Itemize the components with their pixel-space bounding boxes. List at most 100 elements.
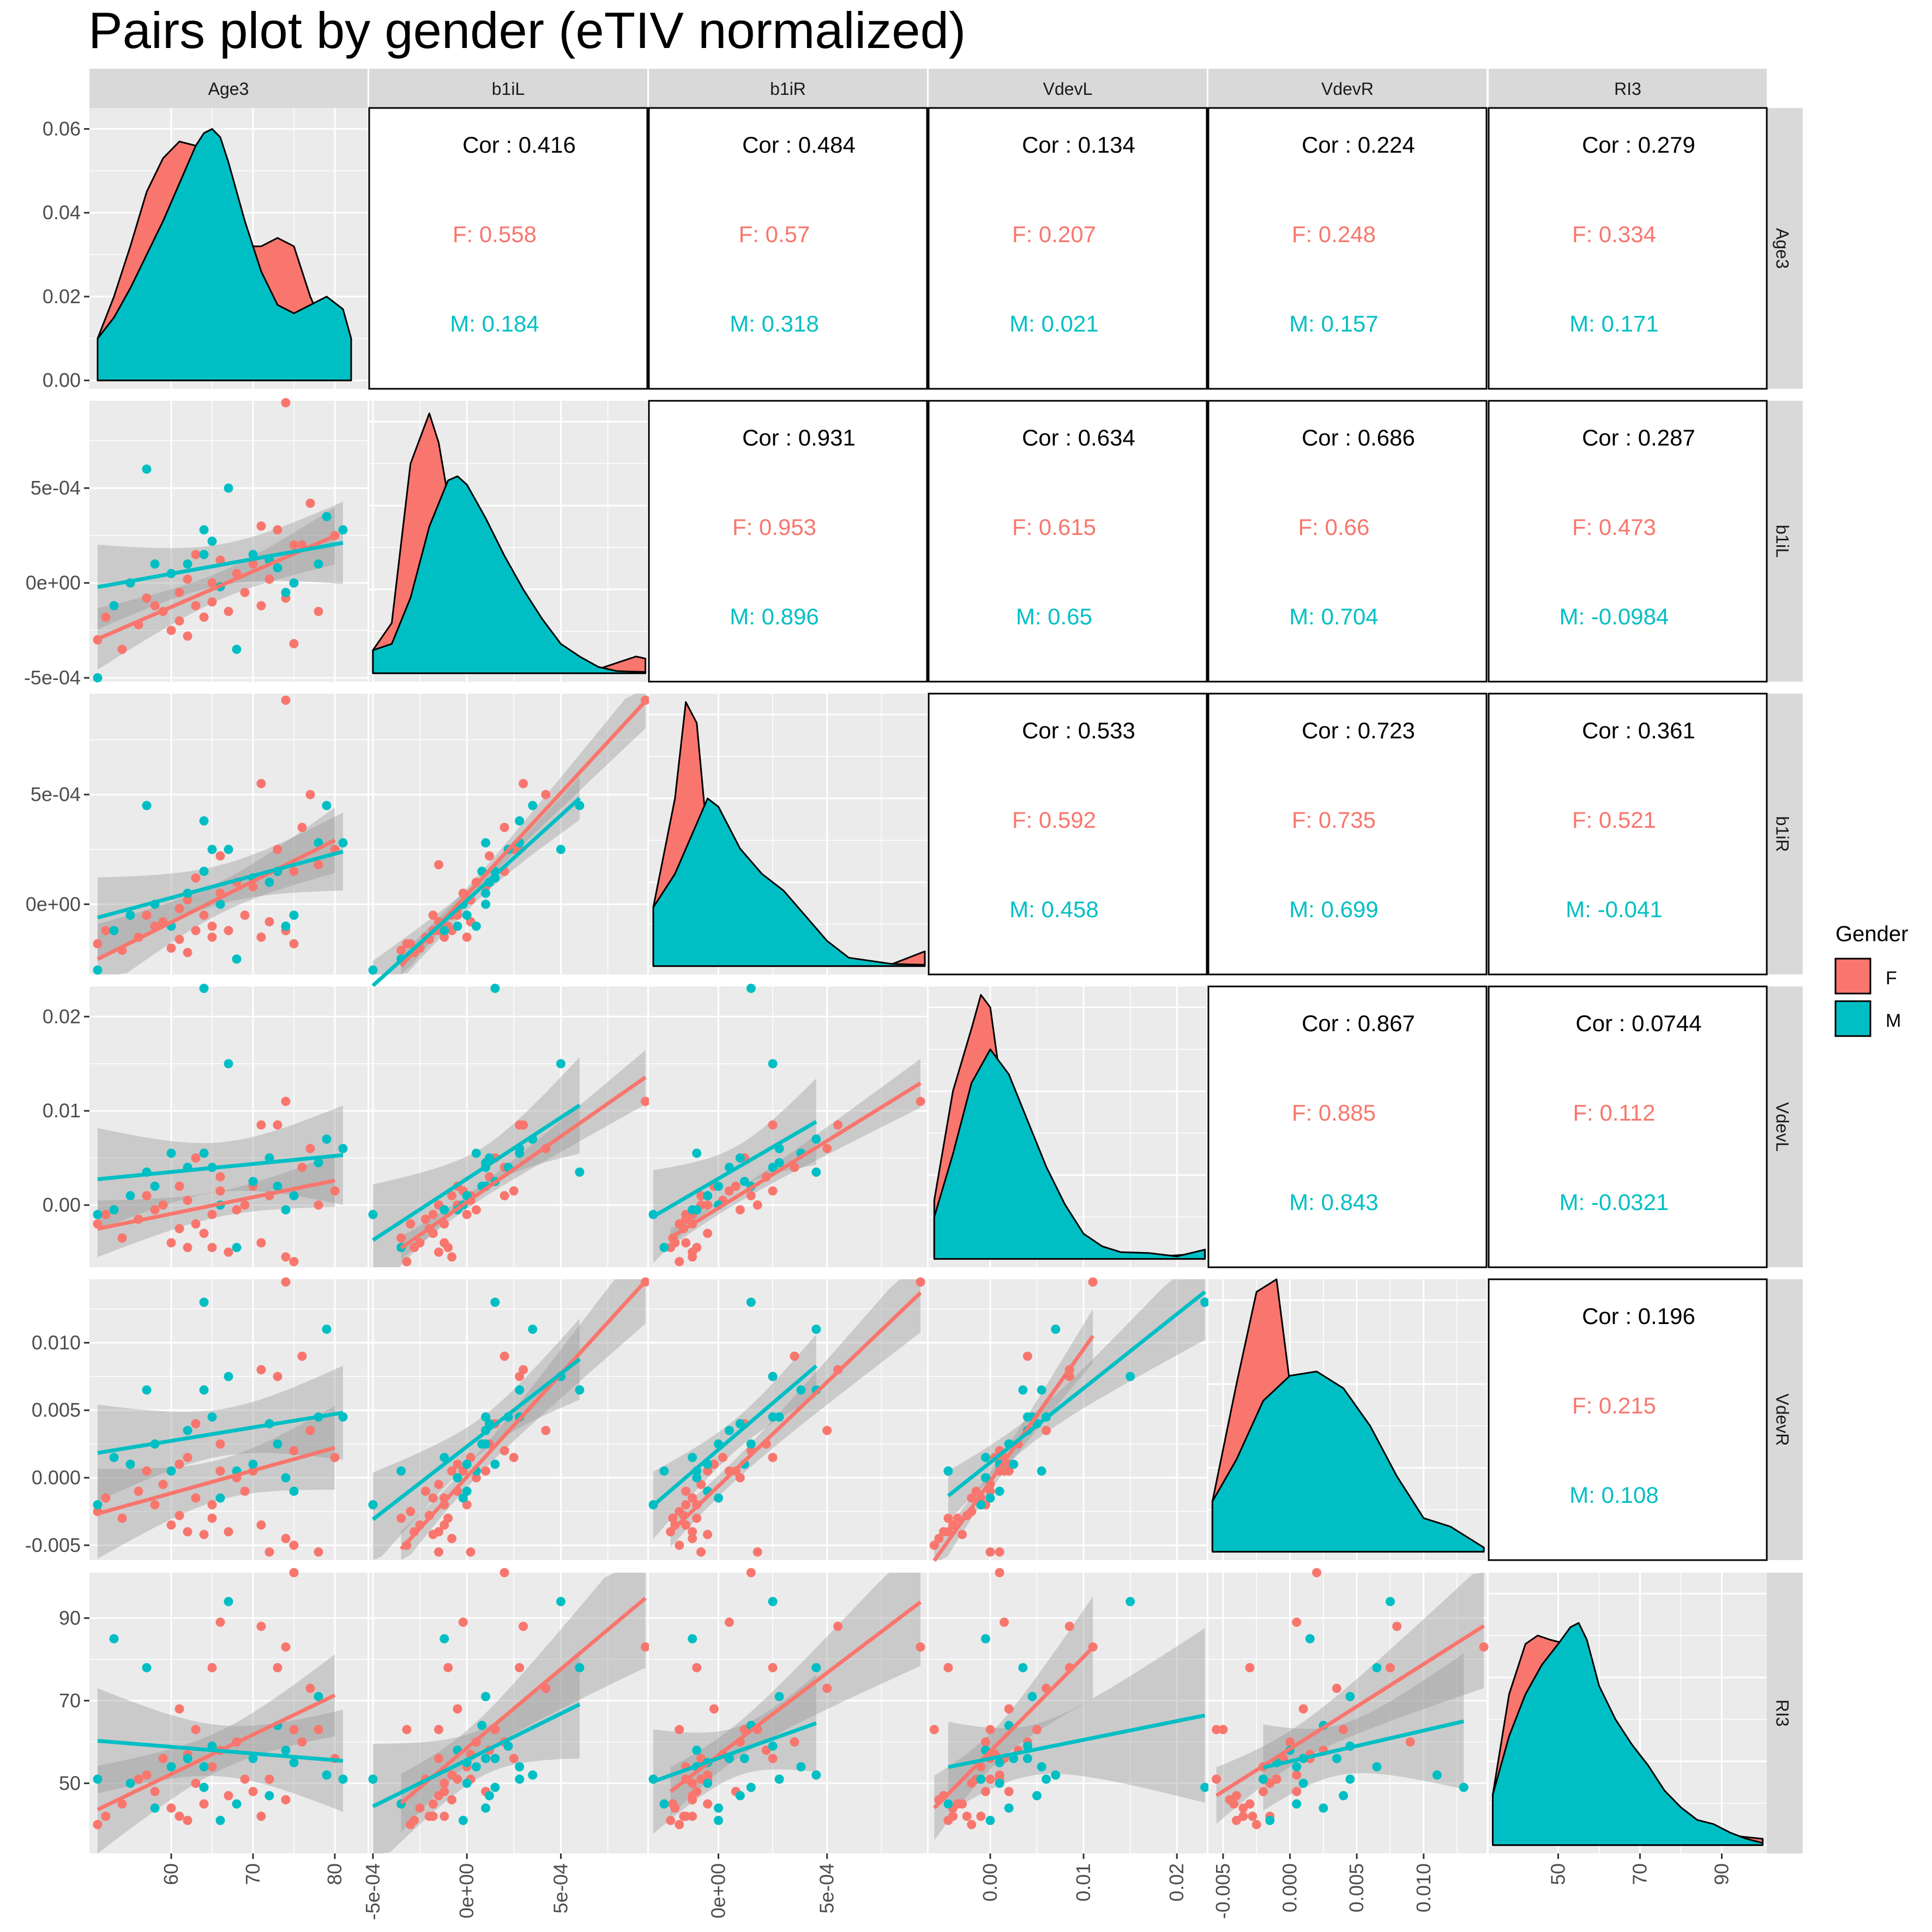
- point-m: [110, 926, 119, 935]
- point-f: [703, 1799, 712, 1809]
- point-f: [175, 1811, 184, 1821]
- panel-b1ir-b1ir: [649, 694, 927, 974]
- point-f: [281, 1795, 291, 1804]
- point-f: [281, 1534, 291, 1543]
- point-f: [768, 1187, 778, 1196]
- point-f: [768, 1663, 778, 1672]
- point-f: [406, 1507, 415, 1516]
- cor-male: M: 0.021: [1009, 311, 1098, 336]
- point-f: [1299, 1704, 1308, 1713]
- point-f: [995, 1548, 1004, 1557]
- point-m: [208, 537, 217, 546]
- cor-overall: Cor : 0.416: [462, 132, 576, 158]
- point-m: [659, 1799, 669, 1809]
- panel-b1il-ri3: Cor : 0.287F: 0.473M: -0.0984: [1489, 401, 1767, 682]
- point-f: [688, 1779, 697, 1788]
- point-f: [916, 1642, 925, 1652]
- point-f: [736, 1205, 745, 1214]
- point-f: [515, 1121, 524, 1130]
- point-f: [151, 1205, 160, 1214]
- point-f: [93, 939, 103, 948]
- cor-overall: Cor : 0.224: [1302, 132, 1415, 158]
- point-f: [1259, 1787, 1268, 1796]
- point-m: [575, 1167, 584, 1177]
- panel-b1ir-vdevr: Cor : 0.723F: 0.735M: 0.699: [1208, 694, 1486, 974]
- point-f: [916, 1097, 925, 1106]
- panel-b1ir-ri3: Cor : 0.361F: 0.521M: -0.041: [1489, 694, 1767, 974]
- point-m: [703, 1779, 712, 1788]
- point-f: [692, 1514, 701, 1523]
- point-f: [306, 1426, 315, 1435]
- point-f: [142, 593, 152, 603]
- point-f: [175, 1511, 184, 1520]
- point-f: [191, 1153, 201, 1163]
- strip-col-label: VdevR: [1321, 79, 1374, 99]
- point-f: [500, 1446, 509, 1455]
- point-f: [421, 1214, 430, 1224]
- legend-label-m: M: [1886, 1010, 1901, 1031]
- point-f: [1292, 1787, 1301, 1796]
- point-f: [216, 1440, 225, 1449]
- point-m: [747, 984, 756, 993]
- point-m: [200, 1148, 209, 1158]
- point-m: [659, 1243, 669, 1252]
- point-m: [1299, 1779, 1308, 1788]
- panel-ri3-vdevr: -0.005 0.000 0.005 0.010: [1208, 1568, 1489, 1919]
- point-f: [481, 1466, 490, 1476]
- x-tick-label: 0.01: [1072, 1863, 1094, 1901]
- point-m: [556, 1597, 565, 1606]
- point-m: [322, 512, 332, 521]
- point-f: [183, 1243, 192, 1252]
- y-tick-label: 5e-04: [31, 477, 81, 499]
- point-f: [1406, 1737, 1415, 1747]
- point-m: [481, 1803, 490, 1813]
- panel-b1il-b1il: [369, 401, 647, 682]
- cor-male: M: 0.65: [1016, 604, 1092, 629]
- point-f: [281, 696, 291, 705]
- cor-female: F: 0.215: [1572, 1393, 1656, 1418]
- point-m: [981, 1634, 990, 1644]
- panel-ri3-vdevl: 0.00 0.01 0.02: [929, 1568, 1209, 1902]
- point-m: [472, 1762, 481, 1772]
- point-f: [216, 1617, 225, 1627]
- point-m: [986, 1494, 995, 1503]
- point-m: [453, 922, 462, 931]
- y-tick-label: -5e-04: [24, 666, 81, 689]
- y-tick-label: 0.04: [43, 201, 81, 224]
- point-f: [1225, 1795, 1235, 1804]
- point-f: [224, 1248, 233, 1257]
- x-tick-label: 0.000: [1279, 1863, 1301, 1912]
- point-f: [703, 1530, 712, 1539]
- point-f: [1245, 1663, 1255, 1672]
- point-f: [453, 1774, 462, 1784]
- point-m: [995, 1779, 1004, 1788]
- point-m: [1126, 1372, 1135, 1381]
- cor-male: M: 0.843: [1289, 1189, 1378, 1215]
- point-m: [472, 1148, 481, 1158]
- point-f: [257, 1365, 266, 1374]
- point-f: [273, 1372, 282, 1381]
- point-m: [1433, 1771, 1442, 1780]
- point-f: [1004, 1787, 1014, 1796]
- point-m: [200, 1783, 209, 1792]
- point-m: [249, 1460, 258, 1469]
- point-f: [142, 1191, 152, 1200]
- y-tick-label: 0.00: [43, 369, 81, 392]
- point-f: [641, 1097, 650, 1106]
- point-m: [481, 1692, 490, 1701]
- point-m: [477, 1440, 486, 1449]
- point-f: [101, 1210, 111, 1219]
- point-f: [191, 1219, 201, 1229]
- point-f: [1386, 1663, 1395, 1672]
- point-m: [224, 1597, 233, 1606]
- y-tick-label: 90: [59, 1606, 81, 1629]
- point-f: [429, 1799, 438, 1809]
- point-f: [1000, 1617, 1009, 1627]
- point-m: [93, 673, 103, 683]
- point-f: [981, 1737, 990, 1747]
- point-f: [208, 1514, 217, 1523]
- point-f: [1248, 1811, 1257, 1821]
- point-f: [232, 1205, 242, 1214]
- point-f: [410, 1816, 419, 1825]
- point-m: [93, 1500, 103, 1509]
